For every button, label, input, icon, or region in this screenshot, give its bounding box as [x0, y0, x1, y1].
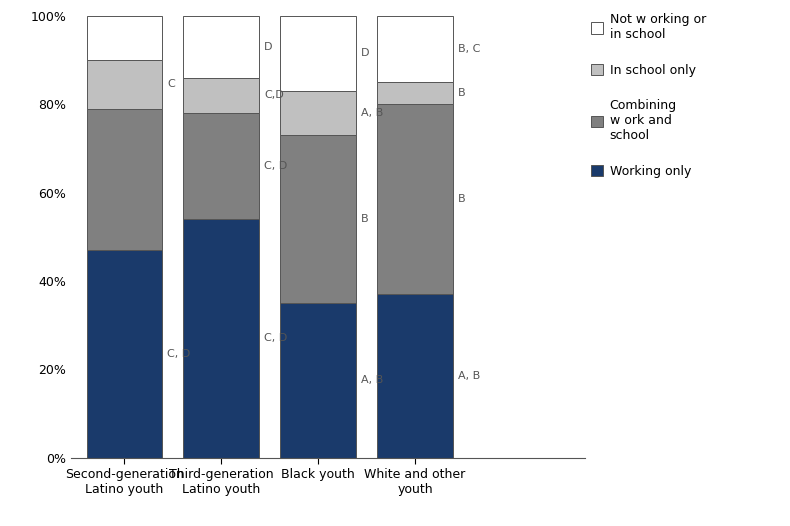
Bar — [378, 16, 453, 82]
Text: C: C — [167, 79, 175, 89]
Bar — [183, 78, 259, 113]
Bar — [280, 91, 356, 135]
Bar — [87, 108, 162, 250]
Bar — [183, 113, 259, 219]
Bar — [378, 82, 453, 104]
Text: D: D — [264, 42, 273, 52]
Text: A, B: A, B — [361, 108, 383, 118]
Bar — [378, 104, 453, 294]
Text: B, C: B, C — [457, 44, 480, 54]
Text: B: B — [457, 194, 465, 204]
Text: B: B — [457, 88, 465, 98]
Text: C, D: C, D — [167, 349, 190, 359]
Text: C, D: C, D — [264, 333, 287, 343]
Bar — [280, 135, 356, 303]
Text: D: D — [361, 48, 369, 58]
Bar — [87, 60, 162, 108]
Bar — [280, 16, 356, 91]
Text: A, B: A, B — [457, 371, 480, 381]
Bar — [87, 16, 162, 60]
Bar — [87, 250, 162, 458]
Text: C,D: C,D — [264, 90, 284, 100]
Text: C, D: C, D — [264, 161, 287, 171]
Text: A, B: A, B — [361, 375, 383, 386]
Bar — [378, 294, 453, 458]
Text: B: B — [361, 214, 368, 224]
Legend: Not w orking or
in school, In school only, Combining
w ork and
school, Working o: Not w orking or in school, In school onl… — [591, 13, 705, 178]
Bar — [183, 16, 259, 78]
Bar — [280, 303, 356, 458]
Bar — [183, 219, 259, 458]
